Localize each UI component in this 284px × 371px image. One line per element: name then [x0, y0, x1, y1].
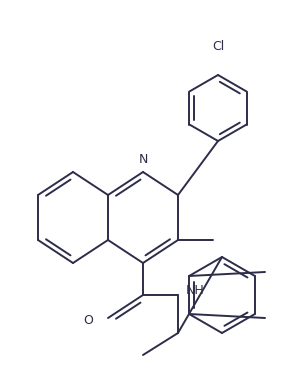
Text: NH: NH: [186, 283, 205, 296]
Text: Cl: Cl: [212, 40, 224, 53]
Text: N: N: [138, 153, 148, 166]
Text: O: O: [83, 313, 93, 326]
